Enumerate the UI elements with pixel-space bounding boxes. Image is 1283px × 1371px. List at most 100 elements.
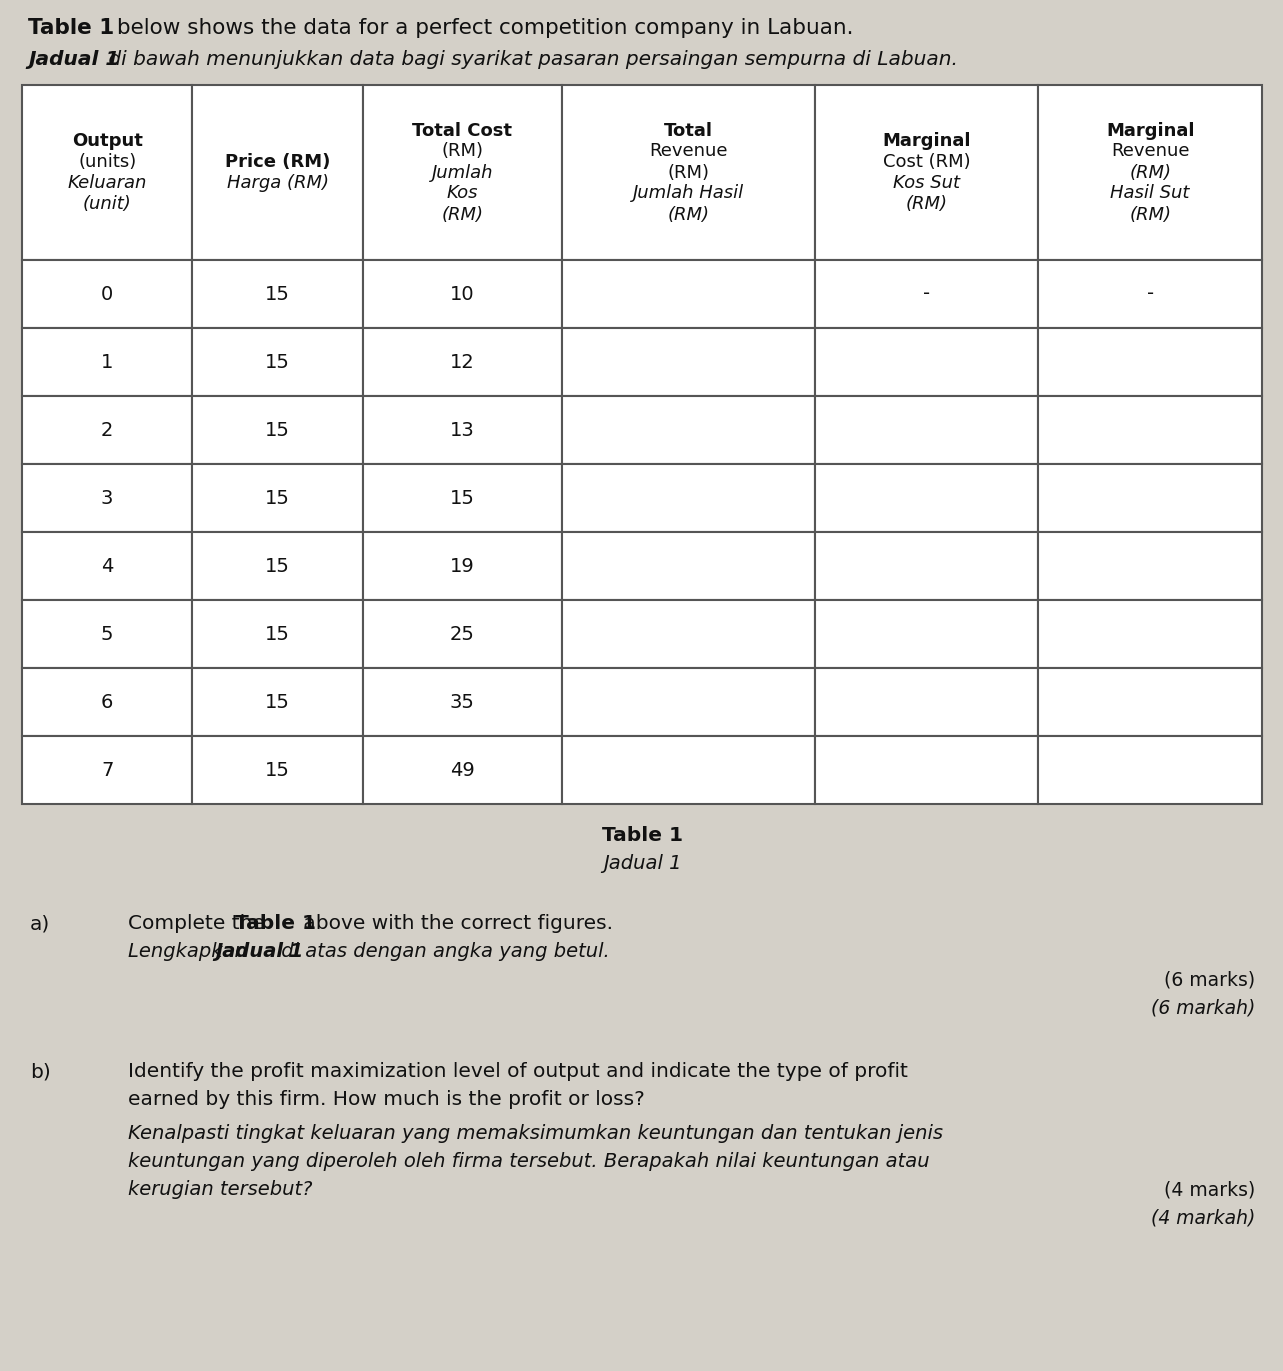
Text: Jadual 1: Jadual 1 xyxy=(216,942,303,961)
Text: Table 1: Table 1 xyxy=(602,825,683,845)
Bar xyxy=(815,463,1038,532)
Text: b): b) xyxy=(30,1063,51,1080)
Text: Jadual 1: Jadual 1 xyxy=(28,49,119,69)
Bar xyxy=(363,600,562,668)
Text: 4: 4 xyxy=(101,557,113,576)
Text: Cost (RM): Cost (RM) xyxy=(883,154,970,171)
Text: 1: 1 xyxy=(101,352,113,372)
Text: Jumlah: Jumlah xyxy=(431,163,493,181)
Text: Kos: Kos xyxy=(446,185,479,203)
Text: Output: Output xyxy=(72,132,142,149)
Bar xyxy=(22,736,192,803)
Text: 15: 15 xyxy=(266,625,290,643)
Text: 25: 25 xyxy=(450,625,475,643)
Bar xyxy=(815,736,1038,803)
Text: Harga (RM): Harga (RM) xyxy=(227,174,328,192)
Bar xyxy=(192,532,363,600)
Bar xyxy=(22,600,192,668)
Bar xyxy=(562,260,815,328)
Bar xyxy=(815,85,1038,260)
Text: (6 marks): (6 marks) xyxy=(1164,971,1255,988)
Text: Price (RM): Price (RM) xyxy=(225,154,330,171)
Text: di bawah menunjukkan data bagi syarikat pasaran persaingan sempurna di Labuan.: di bawah menunjukkan data bagi syarikat … xyxy=(103,49,958,69)
Text: (RM): (RM) xyxy=(1129,206,1171,223)
Text: Revenue: Revenue xyxy=(1111,143,1189,160)
Bar xyxy=(363,260,562,328)
Text: (RM): (RM) xyxy=(906,195,947,213)
Bar xyxy=(562,328,815,396)
Bar xyxy=(562,668,815,736)
Text: 3: 3 xyxy=(101,488,113,507)
Text: Kenalpasti tingkat keluaran yang memaksimumkan keuntungan dan tentukan jenis: Kenalpasti tingkat keluaran yang memaksi… xyxy=(128,1124,943,1143)
Text: (6 markah): (6 markah) xyxy=(1151,998,1255,1017)
Text: a): a) xyxy=(30,914,50,934)
Bar xyxy=(815,328,1038,396)
Bar xyxy=(562,396,815,463)
Text: above with the correct figures.: above with the correct figures. xyxy=(296,914,613,934)
Bar xyxy=(192,600,363,668)
Text: Hasil Sut: Hasil Sut xyxy=(1111,185,1189,203)
Text: 15: 15 xyxy=(266,692,290,712)
Text: keuntungan yang diperoleh oleh firma tersebut. Berapakah nilai keuntungan atau: keuntungan yang diperoleh oleh firma ter… xyxy=(128,1152,930,1171)
Bar xyxy=(22,85,192,260)
Text: 35: 35 xyxy=(450,692,475,712)
Text: Kos Sut: Kos Sut xyxy=(893,174,960,192)
Bar xyxy=(562,600,815,668)
Bar xyxy=(1038,396,1262,463)
Text: 15: 15 xyxy=(266,761,290,780)
Text: (RM): (RM) xyxy=(667,206,709,223)
Bar xyxy=(22,463,192,532)
Text: (4 markah): (4 markah) xyxy=(1151,1208,1255,1227)
Bar xyxy=(22,328,192,396)
Bar xyxy=(363,463,562,532)
Bar xyxy=(363,85,562,260)
Text: -: - xyxy=(1147,285,1153,303)
Text: 15: 15 xyxy=(266,421,290,440)
Bar xyxy=(192,85,363,260)
Bar xyxy=(815,532,1038,600)
Bar xyxy=(22,532,192,600)
Text: (4 marks): (4 marks) xyxy=(1164,1180,1255,1200)
Text: 13: 13 xyxy=(450,421,475,440)
Bar xyxy=(1038,668,1262,736)
Bar xyxy=(192,668,363,736)
Text: Total Cost: Total Cost xyxy=(412,122,512,140)
Bar xyxy=(562,736,815,803)
Bar xyxy=(22,668,192,736)
Text: (RM): (RM) xyxy=(441,143,484,160)
Text: Jadual 1: Jadual 1 xyxy=(603,854,681,873)
Text: earned by this firm. How much is the profit or loss?: earned by this firm. How much is the pro… xyxy=(128,1090,645,1109)
Bar xyxy=(192,328,363,396)
Text: 49: 49 xyxy=(450,761,475,780)
Text: (unit): (unit) xyxy=(83,195,132,213)
Bar xyxy=(562,85,815,260)
Text: 0: 0 xyxy=(101,285,113,303)
Text: (RM): (RM) xyxy=(667,163,709,181)
Text: 7: 7 xyxy=(101,761,113,780)
Bar xyxy=(1038,532,1262,600)
Text: Complete the: Complete the xyxy=(128,914,272,934)
Text: -: - xyxy=(922,285,930,303)
Bar xyxy=(562,532,815,600)
Text: di atas dengan angka yang betul.: di atas dengan angka yang betul. xyxy=(275,942,609,961)
Text: 15: 15 xyxy=(266,352,290,372)
Bar xyxy=(1038,600,1262,668)
Bar xyxy=(192,463,363,532)
Bar xyxy=(562,463,815,532)
Bar xyxy=(192,396,363,463)
Bar xyxy=(192,736,363,803)
Text: 15: 15 xyxy=(266,488,290,507)
Bar xyxy=(815,668,1038,736)
Text: 15: 15 xyxy=(266,557,290,576)
Text: Lengkapkan: Lengkapkan xyxy=(128,942,253,961)
Text: 19: 19 xyxy=(450,557,475,576)
Bar xyxy=(363,396,562,463)
Text: 5: 5 xyxy=(101,625,113,643)
Bar xyxy=(363,736,562,803)
Bar xyxy=(192,260,363,328)
Bar xyxy=(1038,260,1262,328)
Text: (RM): (RM) xyxy=(441,206,484,223)
Bar xyxy=(815,600,1038,668)
Text: kerugian tersebut?: kerugian tersebut? xyxy=(128,1180,313,1200)
Bar xyxy=(22,396,192,463)
